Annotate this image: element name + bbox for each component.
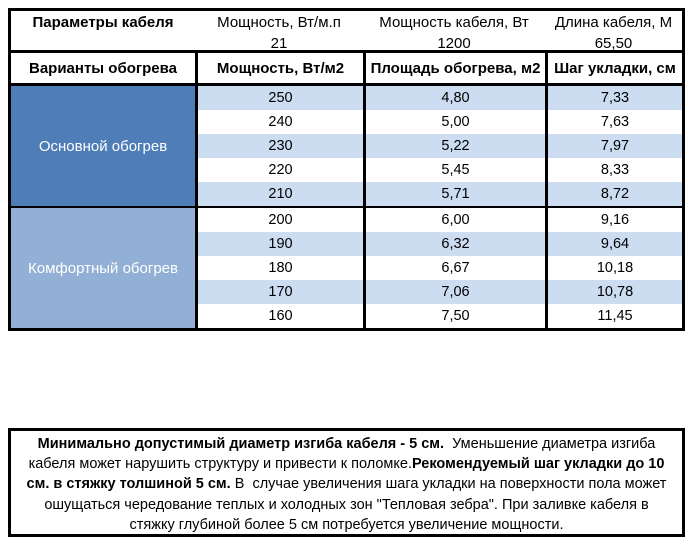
cell-spacing: 8,72 [545, 182, 682, 206]
cell-power: 250 [195, 86, 363, 110]
param-value: 21 [270, 35, 288, 52]
cell-power: 180 [195, 256, 363, 280]
cell-spacing: 9,64 [545, 232, 682, 256]
param-value: 1200 [437, 35, 471, 52]
cell-power: 240 [195, 110, 363, 134]
cell-power: 160 [195, 304, 363, 328]
note-segment: В случае увеличения шага укладки на пове… [44, 476, 671, 533]
note-segment-bold: Минимально допустимый диаметр изгиба каб… [37, 436, 445, 452]
param-label: Мощность, Вт/м.п [217, 14, 341, 31]
cable-table: Параметры кабеля Мощность, Вт/м.п 21 Мощ… [8, 8, 685, 331]
heating-header-area: Площадь обогрева, м2 [363, 53, 545, 83]
param-label: Мощность кабеля, Вт [379, 14, 529, 31]
param-cable-power: Мощность кабеля, Вт 1200 [363, 11, 545, 54]
param-power-per-m: Мощность, Вт/м.п 21 [195, 11, 363, 54]
cell-area: 6,32 [363, 232, 545, 256]
cell-spacing: 8,33 [545, 158, 682, 182]
cell-spacing: 7,63 [545, 110, 682, 134]
cell-power: 230 [195, 134, 363, 158]
group-comfort-heating: Комфортный обогрев 200 6,00 9,16 190 6,3… [11, 206, 682, 328]
installation-note: Минимально допустимый диаметр изгиба каб… [8, 428, 685, 537]
param-cable-length: Длина кабеля, М 65,50 [545, 11, 682, 54]
heating-header-power: Мощность, Вт/м2 [195, 53, 363, 83]
note-segment-bold: Рекомендуемый шаг укладки до 10 см. в ст… [26, 456, 669, 493]
cell-area: 4,80 [363, 86, 545, 110]
cell-power: 170 [195, 280, 363, 304]
cell-area: 7,50 [363, 304, 545, 328]
group-label-primary: Основной обогрев [11, 86, 195, 206]
param-label: Длина кабеля, М [554, 14, 673, 31]
cell-spacing: 11,45 [545, 304, 682, 328]
heating-header-variants: Варианты обогрева [29, 59, 177, 77]
group-primary-heating: Основной обогрев 250 4,80 7,33 240 5,00 … [11, 86, 682, 206]
note-segment: Уменьшение диаметра изгиба кабеля может … [28, 436, 660, 473]
cell-area: 5,22 [363, 134, 545, 158]
cell-spacing: 7,97 [545, 134, 682, 158]
cell-spacing: 9,16 [545, 208, 682, 232]
param-value: 65,50 [594, 35, 633, 52]
heating-header-spacing: Шаг укладки, см [545, 53, 682, 83]
cell-area: 5,00 [363, 110, 545, 134]
cell-power: 220 [195, 158, 363, 182]
heating-header-row: Варианты обогрева Мощность, Вт/м2 Площад… [11, 53, 682, 86]
cell-area: 6,00 [363, 208, 545, 232]
cell-area: 7,06 [363, 280, 545, 304]
cell-power: 200 [195, 208, 363, 232]
cell-area: 5,71 [363, 182, 545, 206]
cell-spacing: 10,78 [545, 280, 682, 304]
cell-area: 5,45 [363, 158, 545, 182]
cell-spacing: 7,33 [545, 86, 682, 110]
cable-params-section: Параметры кабеля Мощность, Вт/м.п 21 Мощ… [11, 11, 682, 53]
cable-params-title: Параметры кабеля [32, 14, 174, 31]
cell-area: 6,67 [363, 256, 545, 280]
cell-spacing: 10,18 [545, 256, 682, 280]
group-label-comfort: Комфортный обогрев [11, 208, 195, 328]
cell-power: 190 [195, 232, 363, 256]
cell-power: 210 [195, 182, 363, 206]
